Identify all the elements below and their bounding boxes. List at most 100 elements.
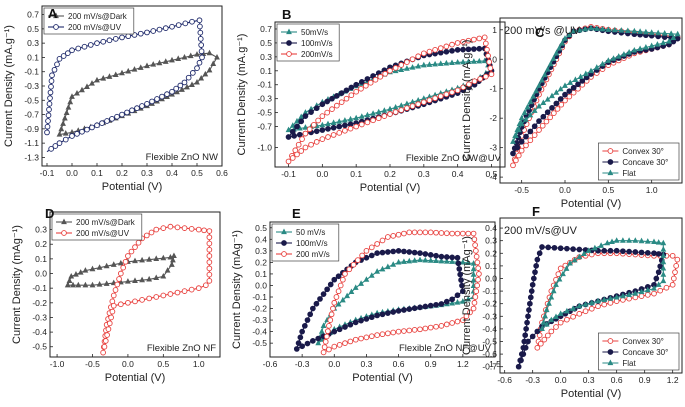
data-point (324, 98, 331, 105)
data-point (342, 271, 348, 277)
data-point (214, 53, 220, 60)
data-point (631, 46, 638, 53)
data-point (562, 82, 568, 88)
y-tick-label: -0.5 (32, 342, 47, 352)
data-point (443, 230, 450, 237)
x-tick-label: 0.3 (418, 169, 430, 179)
x-tick-label: 0.0 (122, 359, 134, 369)
data-point (521, 109, 528, 115)
data-point (325, 126, 331, 132)
panel-letter-f: F (532, 204, 540, 219)
data-point (358, 113, 365, 119)
data-point (45, 118, 51, 124)
data-point (576, 310, 583, 317)
data-point (146, 275, 153, 282)
data-point (132, 277, 138, 283)
data-point (525, 338, 531, 345)
data-point (473, 253, 480, 260)
data-point (129, 107, 135, 114)
data-point (398, 107, 405, 113)
series-200-mv-s (320, 229, 482, 356)
data-point (162, 25, 169, 31)
data-point (338, 90, 345, 96)
data-point (470, 58, 477, 64)
data-point (362, 82, 369, 89)
data-point (185, 74, 192, 81)
panel-letter-e: E (292, 206, 301, 221)
data-point (409, 103, 416, 109)
data-point (134, 105, 140, 111)
data-point (454, 40, 461, 46)
data-point (320, 349, 327, 356)
data-point (470, 265, 477, 272)
data-point (45, 112, 52, 119)
data-point (368, 252, 375, 259)
data-point (549, 92, 555, 99)
data-point (181, 225, 188, 231)
data-point (96, 264, 103, 270)
data-point (94, 122, 100, 129)
legend-marker (53, 12, 59, 19)
data-point (556, 44, 563, 51)
data-point (112, 287, 119, 293)
data-point (510, 162, 516, 169)
data-point (210, 60, 217, 66)
data-point (422, 256, 429, 263)
data-point (460, 84, 467, 91)
data-point (458, 277, 464, 283)
data-point (195, 226, 202, 233)
data-point (132, 244, 138, 251)
data-point (112, 71, 119, 78)
data-point (599, 60, 606, 67)
data-point (104, 118, 110, 124)
data-point (198, 48, 205, 55)
data-point (655, 239, 662, 245)
data-point (523, 133, 529, 140)
data-point (169, 23, 175, 30)
data-point (358, 121, 365, 128)
data-point (195, 285, 202, 292)
data-point (522, 344, 529, 351)
data-point (198, 42, 205, 48)
data-point (116, 276, 122, 282)
data-point (313, 105, 320, 112)
data-point (438, 322, 445, 329)
data-point (156, 26, 163, 33)
data-point (470, 230, 477, 237)
data-point (104, 332, 110, 338)
data-point (327, 317, 334, 323)
data-point (422, 325, 429, 332)
data-point (375, 108, 382, 115)
y-tick-label: 0 (492, 54, 497, 64)
data-point (657, 287, 664, 294)
data-point (358, 85, 364, 92)
data-point (139, 256, 145, 263)
data-point (454, 299, 461, 305)
y-tick-label: -0.3 (257, 94, 272, 104)
data-point (128, 248, 135, 255)
data-point (613, 237, 620, 243)
data-point (523, 326, 529, 332)
legend-label: Convex 30° (622, 337, 663, 346)
data-point (593, 25, 600, 31)
data-point (626, 291, 633, 297)
data-point (84, 126, 90, 133)
data-point (422, 229, 429, 236)
y-tick-label: 0.4 (255, 234, 267, 244)
data-point (109, 116, 115, 122)
data-point (353, 123, 360, 130)
data-point (454, 230, 461, 237)
data-point (333, 294, 340, 300)
data-point (401, 307, 407, 313)
data-point (181, 79, 188, 86)
data-point (571, 256, 578, 263)
data-point (54, 61, 60, 68)
data-point (582, 301, 589, 307)
data-point (454, 47, 461, 53)
data-point (607, 247, 614, 254)
data-point (539, 325, 545, 331)
data-point (346, 266, 353, 273)
data-point (438, 253, 445, 260)
data-point (572, 76, 579, 82)
data-point (299, 328, 305, 335)
